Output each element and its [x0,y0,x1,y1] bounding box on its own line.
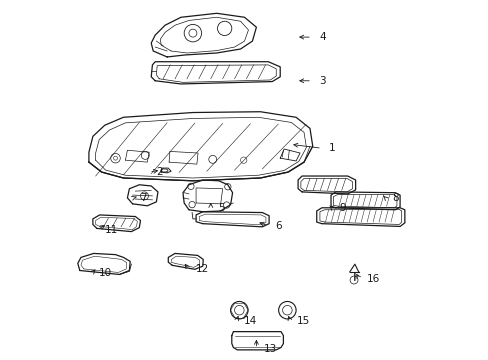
Text: 7: 7 [140,193,147,203]
Text: 8: 8 [392,193,398,203]
Text: 3: 3 [319,76,325,86]
Text: 1: 1 [328,143,335,153]
Text: 11: 11 [104,225,118,235]
Text: 14: 14 [243,316,256,326]
Text: 9: 9 [338,203,345,213]
Text: 13: 13 [263,344,276,354]
Text: 10: 10 [99,268,112,278]
Text: 16: 16 [366,274,379,284]
Text: 12: 12 [196,264,209,274]
Text: 2: 2 [156,167,163,177]
Text: 6: 6 [275,221,282,231]
Text: 4: 4 [319,32,325,42]
Text: 5: 5 [218,203,224,213]
Text: 15: 15 [297,316,310,326]
